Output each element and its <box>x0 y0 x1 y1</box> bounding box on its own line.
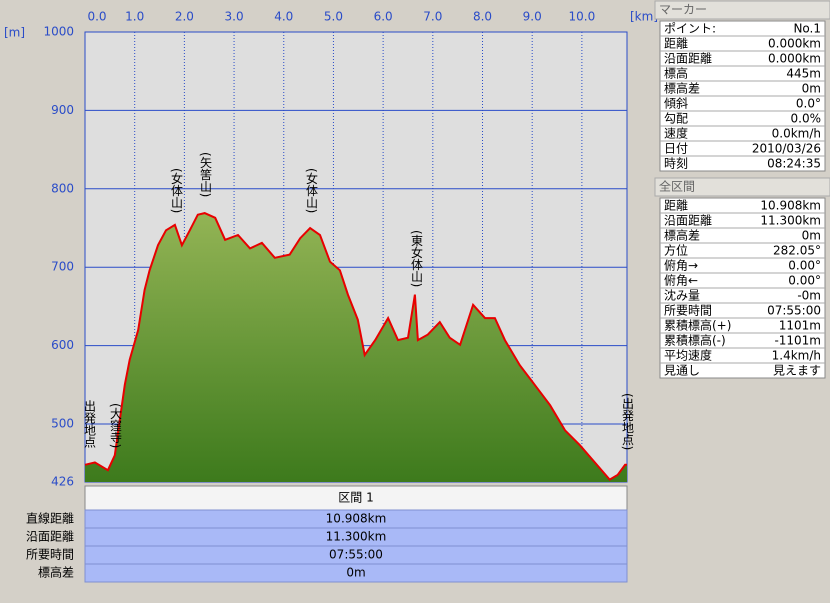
panel-title: マーカー <box>659 3 707 17</box>
x-tick-label: 10.0 <box>569 10 596 24</box>
section-value: 0m <box>346 566 365 580</box>
panel-label: 標高 <box>664 66 688 81</box>
section-value: 10.908km <box>326 512 387 526</box>
x-tick-label: 2.0 <box>175 10 194 24</box>
y-tick-label: 700 <box>51 260 74 274</box>
panel-value: 1.4km/h <box>772 349 821 363</box>
section-header-cell <box>84 485 628 511</box>
panel-value: 0.000km <box>768 52 821 66</box>
peak-annotation: 出発地点 <box>83 400 97 448</box>
panel-label: 傾斜 <box>664 97 688 111</box>
section-value-cell <box>84 563 628 583</box>
y-tick-label: 500 <box>51 416 74 430</box>
tables: 区間 1 直線距離 10.908km 沿面距離 11.300km 所要時間 07:55:00… <box>26 0 830 583</box>
peak-annotation: (女体山) <box>170 168 184 213</box>
panel-value: -1101m <box>774 334 821 348</box>
y-unit: [m] <box>4 26 25 40</box>
x-tick-label: 5.0 <box>324 10 343 24</box>
panel-label: 沿面距離 <box>664 214 712 228</box>
section-value: 11.300km <box>326 530 387 544</box>
y-tick-label: 426 <box>51 475 74 489</box>
panel-value: 445m <box>786 67 821 81</box>
x-tick-label: 0.0 <box>87 10 106 24</box>
panel-value: 0.00° <box>788 259 821 273</box>
panel-label: 時刻 <box>664 157 688 171</box>
y-tick-label: 800 <box>51 181 74 195</box>
x-tick-label: 6.0 <box>374 10 393 24</box>
peak-annotation: (矢筈山) <box>199 152 213 197</box>
panel-value: 1101m <box>779 319 821 333</box>
peak-annotation: (女体山) <box>305 168 319 213</box>
panel-value: 2010/03/26 <box>752 142 821 156</box>
x-tick-label: 4.0 <box>274 10 293 24</box>
x-unit: [km] <box>630 10 658 24</box>
section-label: 所要時間 <box>26 548 74 562</box>
panel-label: 距離 <box>664 37 688 51</box>
panel-value: 07:55:00 <box>767 304 821 318</box>
panel-label: 累積標高(-) <box>664 333 726 348</box>
panel-value: 11.300km <box>760 214 821 228</box>
panel-label: 標高差 <box>664 228 700 243</box>
panel-header <box>654 0 830 20</box>
panel-value: 0m <box>802 229 821 243</box>
panel-label: 累積標高(+) <box>664 318 731 333</box>
panel-value: 0.000km <box>768 37 821 51</box>
panel-label: ポイント: <box>664 22 716 36</box>
panel-header <box>654 177 830 197</box>
panel-value: 0.0km/h <box>772 127 821 141</box>
panel-label: 俯角→ <box>664 258 698 273</box>
x-tick-label: 3.0 <box>225 10 244 24</box>
area-fill <box>85 213 627 482</box>
panel-label: 沈み量 <box>664 288 700 303</box>
panel-value: No.1 <box>793 22 821 36</box>
panel-label: 標高差 <box>664 81 700 96</box>
panel-value: 282.05° <box>773 244 821 258</box>
peak-annotation: (出発地点) <box>621 393 635 450</box>
x-tick-label: 7.0 <box>423 10 442 24</box>
x-tick-label: 9.0 <box>523 10 542 24</box>
peak-annotation: (東女体山) <box>410 230 424 287</box>
panel-label: 日付 <box>664 142 688 156</box>
panel-label: 勾配 <box>664 112 688 126</box>
panel-label: 見通し <box>664 364 700 378</box>
panel-label: 俯角← <box>664 273 698 288</box>
panel-label: 方位 <box>664 243 688 258</box>
y-tick-label: 900 <box>51 103 74 117</box>
panel-label: 所要時間 <box>664 304 712 318</box>
section-header: 区間 1 <box>338 491 373 505</box>
panel-value: -0m <box>797 289 821 303</box>
panel-value: 0.0% <box>791 112 822 126</box>
peak-annotation: (大窪寺) <box>109 403 123 448</box>
panel-label: 距離 <box>664 199 688 213</box>
panel-value: 見えます <box>773 364 821 378</box>
panel-value: 08:24:35 <box>767 157 821 171</box>
panel-title: 全区間 <box>659 179 695 194</box>
panel-label: 沿面距離 <box>664 52 712 66</box>
panel-value: 0.00° <box>788 274 821 288</box>
section-value: 07:55:00 <box>329 548 383 562</box>
x-tick-label: 1.0 <box>125 10 144 24</box>
panel-value: 0.0° <box>796 97 821 111</box>
y-tick-label: 600 <box>51 338 74 352</box>
panel-label: 速度 <box>664 126 688 141</box>
section-label: 直線距離 <box>26 511 74 526</box>
y-tick-label: 1000 <box>43 25 74 39</box>
panel-value: 10.908km <box>760 199 821 213</box>
x-tick-label: 8.0 <box>473 10 492 24</box>
section-label: 沿面距離 <box>26 530 74 544</box>
section-label: 標高差 <box>38 565 74 580</box>
profile-line <box>84 212 627 481</box>
plot: 出発地点 (大窪寺) (女体山) (矢筈山) (女体山) (東女体山) (出発地点) <box>83 32 635 482</box>
panel-label: 平均速度 <box>664 348 712 363</box>
panel-value: 0m <box>802 82 821 96</box>
